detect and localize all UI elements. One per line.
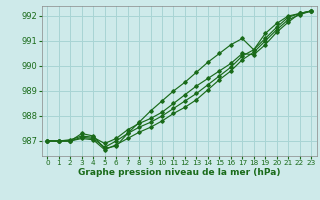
X-axis label: Graphe pression niveau de la mer (hPa): Graphe pression niveau de la mer (hPa) bbox=[78, 168, 280, 177]
